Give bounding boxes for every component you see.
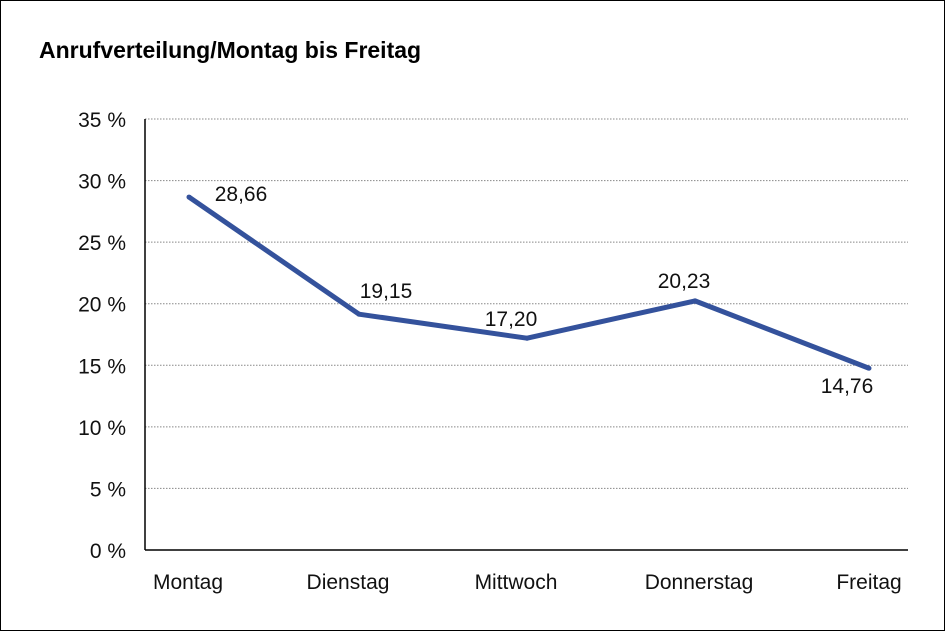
x-tick-label: Donnerstag xyxy=(645,571,754,594)
series-line xyxy=(187,195,870,371)
data-point xyxy=(692,298,698,304)
y-tick-label: 25 % xyxy=(78,232,126,255)
data-label: 19,15 xyxy=(360,280,413,303)
data-label: 17,20 xyxy=(485,308,538,331)
x-tick-label: Mittwoch xyxy=(475,571,558,594)
x-tick-label: Montag xyxy=(153,571,223,594)
data-point xyxy=(524,335,530,341)
y-tick-label: 15 % xyxy=(78,355,126,378)
x-tick-label: Freitag xyxy=(836,571,901,594)
y-tick-label: 30 % xyxy=(78,171,126,194)
x-tick-label: Dienstag xyxy=(307,571,390,594)
data-label: 28,66 xyxy=(215,183,268,206)
chart-title: Anrufverteilung/Montag bis Freitag xyxy=(39,37,422,63)
data-point xyxy=(356,311,362,317)
data-point xyxy=(186,194,192,200)
y-tick-label: 35 % xyxy=(78,109,126,132)
data-point xyxy=(866,365,872,371)
data-label: 14,76 xyxy=(821,375,874,398)
y-tick-label: 20 % xyxy=(78,294,126,317)
data-label: 20,23 xyxy=(658,270,711,293)
y-tick-label: 5 % xyxy=(90,478,126,501)
y-tick-label: 0 % xyxy=(90,540,126,563)
y-tick-label: 10 % xyxy=(78,417,126,440)
